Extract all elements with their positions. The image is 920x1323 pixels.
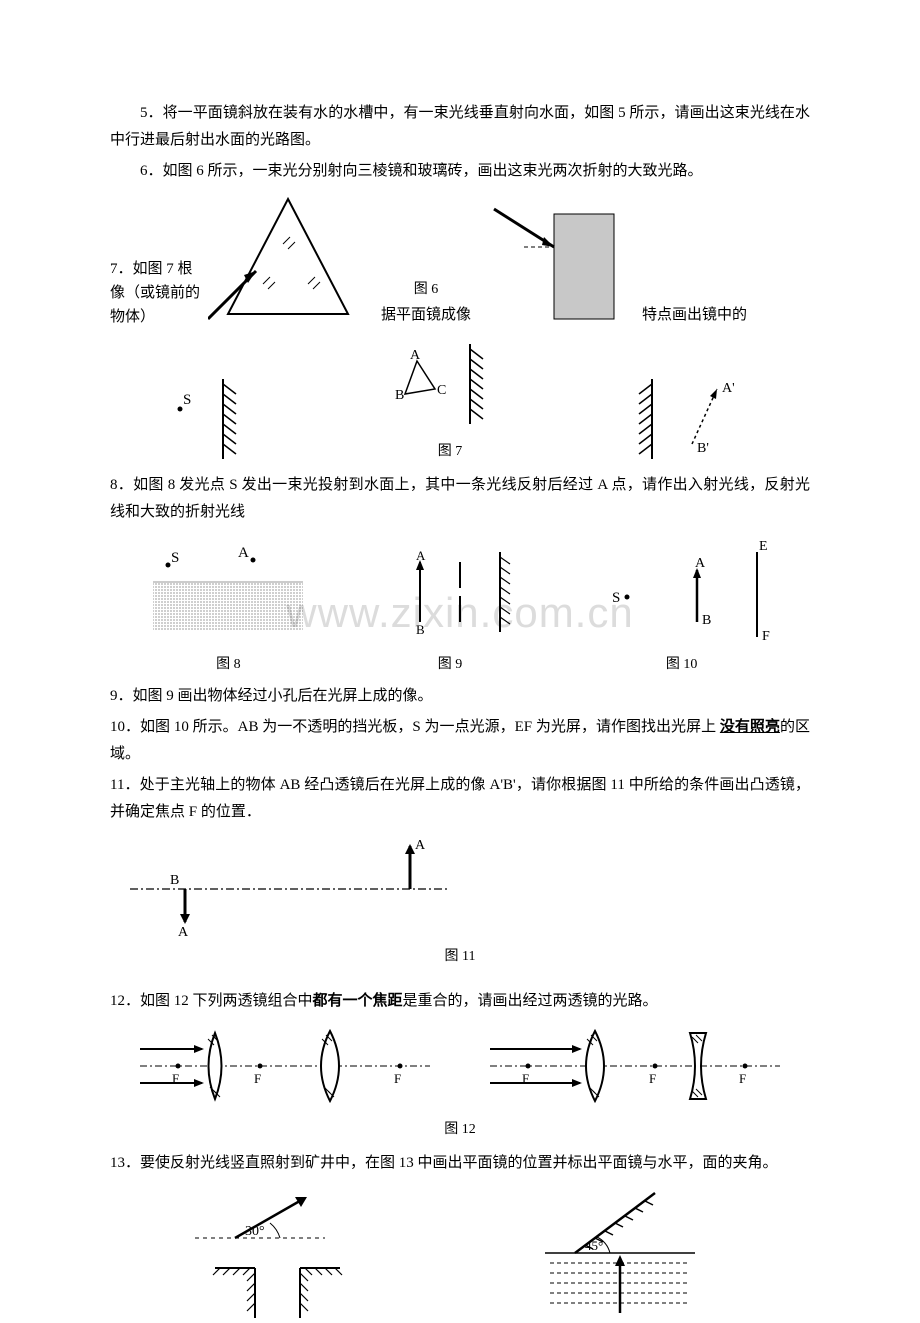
svg-text:F: F	[739, 1071, 746, 1086]
svg-text:B: B	[170, 873, 179, 888]
figure-8: S A 图 8	[143, 532, 313, 677]
question-10: 10．如图 10 所示。AB 为一不透明的挡光板，S 为一点光源，EF 为光屏，…	[110, 714, 810, 768]
figure-6-label: 图 6	[376, 277, 476, 302]
figure-11-label: 图 11	[110, 944, 810, 969]
figure-7-b: A B C 图 7	[375, 339, 525, 464]
svg-text:B: B	[416, 622, 425, 637]
figure-11: B A A 图 11	[110, 834, 810, 969]
question-12: 12．如图 12 下列两透镜组合中都有一个焦距是重合的，请画出经过两透镜的光路。	[110, 988, 810, 1015]
svg-text:A: A	[238, 545, 249, 561]
figure-8-label: 图 8	[143, 652, 313, 677]
svg-text:F: F	[394, 1071, 401, 1086]
svg-text:B: B	[702, 613, 711, 628]
svg-text:A: A	[410, 348, 421, 363]
question-11: 11．处于主光轴上的物体 AB 经凸透镜后在光屏上成的像 A'B'，请你根据图 …	[110, 772, 810, 826]
question-8: 8．如图 8 发光点 S 发出一束光投射到水面上，其中一条光线反射后经过 A 点…	[110, 472, 810, 526]
svg-text:A: A	[415, 838, 426, 853]
svg-text:C: C	[437, 383, 446, 398]
figure-9: A B 图 9	[380, 532, 520, 677]
question-10-b: 没有照亮	[720, 719, 780, 735]
svg-text:A: A	[695, 556, 706, 571]
figure-6-prism	[208, 189, 368, 329]
question-6: 6．如图 6 所示，一束光分别射向三棱镜和玻璃砖，画出这束光两次折射的大致光路。	[110, 158, 810, 185]
svg-text:F: F	[254, 1071, 261, 1086]
svg-text:S: S	[612, 590, 620, 606]
figure-7-label: 图 7	[375, 439, 525, 464]
figure-10: S A B E F 图 10	[587, 532, 777, 677]
svg-text:F: F	[649, 1071, 656, 1086]
svg-text:45°: 45°	[585, 1238, 603, 1253]
figure-10-label: 图 10	[587, 652, 777, 677]
figure-12-label: 图 12	[110, 1117, 810, 1142]
question-10-a: 10．如图 10 所示。AB 为一不透明的挡光板，S 为一点光源，EF 为光屏，…	[110, 719, 716, 735]
svg-text:A: A	[416, 548, 426, 563]
figure-12: F F F F F F	[110, 1021, 810, 1111]
question-12-c: 是重合的，请画出经过两透镜的光路。	[403, 993, 658, 1009]
figure-7-a: S	[158, 374, 278, 464]
svg-text:A: A	[178, 925, 189, 940]
svg-text:B': B'	[697, 441, 709, 456]
figure-6-glass-block	[484, 199, 634, 329]
question-9: 9．如图 9 画出物体经过小孔后在光屏上成的像。	[110, 683, 810, 710]
svg-text:E: E	[759, 539, 768, 554]
question-12-a: 12．如图 12 下列两透镜组合中	[110, 993, 313, 1009]
svg-text:F: F	[762, 629, 770, 644]
svg-text:B: B	[395, 388, 404, 403]
svg-text:S: S	[183, 392, 191, 408]
svg-text:30°: 30°	[245, 1224, 265, 1239]
question-13: 13．要使反射光线竖直照射到矿井中，在图 13 中画出平面镜的位置并标出平面镜与…	[110, 1150, 810, 1177]
question-7-part-b: 据平面镜成像	[376, 302, 476, 329]
svg-text:S: S	[171, 550, 179, 566]
question-7-part-a: 7．如图 7 根	[110, 261, 193, 277]
question-7-part-c: 特点画出镜中的	[642, 307, 747, 323]
svg-text:A': A'	[722, 381, 735, 396]
question-7-part-d: 像（或镜前的物体）	[110, 285, 200, 325]
figure-7-c: A' B'	[622, 374, 762, 464]
question-5: 5．将一平面镜斜放在装有水的水槽中，有一束光线垂直射向水面，如图 5 所示，请画…	[110, 100, 810, 154]
figure-9-label: 图 9	[380, 652, 520, 677]
question-12-b: 都有一个焦距	[313, 993, 403, 1009]
